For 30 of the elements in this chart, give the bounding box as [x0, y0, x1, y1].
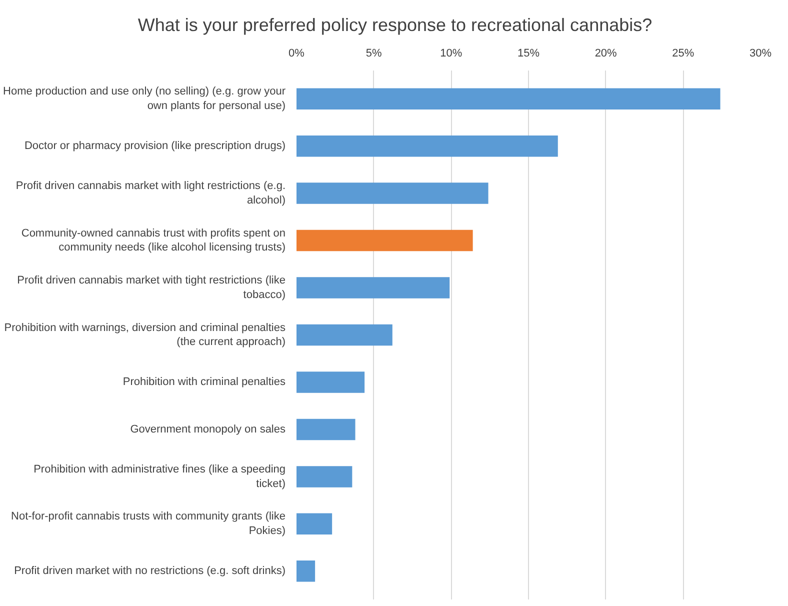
bar [296, 560, 316, 582]
bar [296, 513, 332, 535]
y-tick-label: Profit driven market with no restrictions (e.g. soft drinks) [14, 565, 286, 578]
bar [296, 418, 356, 440]
bar [296, 372, 365, 393]
x-tick-label: 30% [749, 48, 772, 60]
x-tick-label: 25% [672, 48, 694, 60]
y-tick-label: Government monopoly on sales [130, 423, 286, 436]
y-tick-label: Profit driven cannabis market with light restrictions (e.g. alcohol) [16, 180, 286, 207]
bar [296, 88, 720, 110]
x-tick-label: 10% [440, 48, 462, 60]
x-tick-label: 15% [517, 48, 540, 60]
bar [296, 182, 488, 204]
bar [296, 324, 392, 346]
y-tick-label: Doctor or pharmacy provision (like prescription drugs) [24, 140, 286, 152]
y-tick-label: Not-for-profit cannabis trusts with community grants (like Pokies) [11, 510, 286, 538]
bar [296, 466, 352, 488]
bar [296, 230, 473, 252]
x-tick-label: 20% [594, 48, 618, 60]
y-tick-label: Profit driven cannabis market with tight restrictions (like tobacco) [17, 274, 286, 301]
y-tick-label: Prohibition with warnings, diversion and criminal penalties (the current approach) [4, 322, 286, 348]
y-tick-label: Community-owned cannabis trust with profits spent on community needs (like alcohol licensing trusts) [21, 227, 286, 254]
y-tick-label: Prohibition with administrative fines (like a speeding ticket) [34, 463, 286, 490]
x-tick-label: 5% [366, 48, 382, 60]
y-tick-label: Home production and use only (no selling) (e.g. grow your own plants for personal use) [3, 86, 286, 112]
y-tick-label: Prohibition with criminal penalties [122, 376, 286, 388]
x-tick-label: 0% [288, 48, 305, 60]
bar [296, 277, 450, 298]
chart-title: What is your preferred policy response to recreational cannabis? [138, 14, 652, 37]
bar [296, 135, 558, 157]
